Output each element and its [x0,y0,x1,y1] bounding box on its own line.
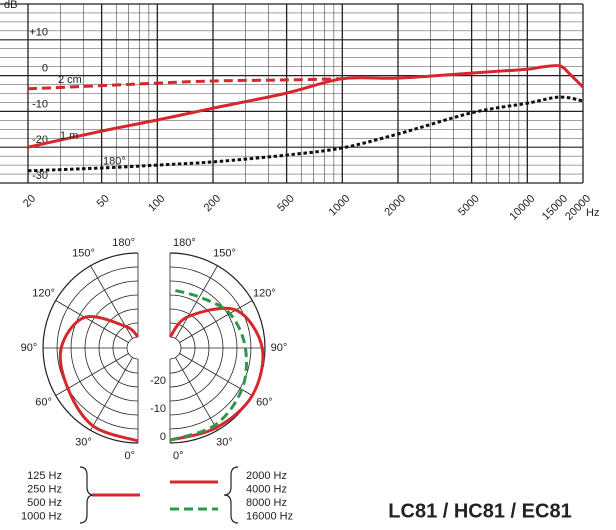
angle-label: 150° [213,248,236,260]
y-tick-label: -30 [32,170,48,182]
legend-label: 2000 Hz [246,470,287,482]
radial-line [179,353,253,396]
y-tick-label: -10 [32,98,48,110]
angle-label: 180° [173,237,196,249]
y-tick-label: 0 [42,63,48,75]
legend-brace [79,466,95,524]
minor-ring [126,336,139,360]
y-tick-label: +10 [29,27,48,39]
x-tick-label: 5000 [456,193,482,219]
radial-line [175,357,218,431]
x-unit-label: Hz [586,207,599,219]
r-tick-label: -10 [150,403,166,415]
polar-curve [168,306,265,442]
x-tick-label: 200 [202,193,223,214]
polar-curve [58,315,140,443]
radial-line [179,300,253,343]
r-tick-label: -20 [150,375,166,387]
angle-label: 60° [35,396,52,408]
angle-label: 30° [216,436,233,448]
legend-label: 250 Hz [27,483,62,495]
x-tick-label: 1000 [327,193,353,219]
polar-curve [169,287,249,442]
x-tick-label: 500 [275,193,296,214]
y-unit-label: dB [4,0,17,11]
angle-label: 90° [271,342,288,354]
angle-label: 30° [75,436,92,448]
angle-label: 120° [32,287,55,299]
r-tick-label: 0 [160,431,166,443]
radial-line [175,265,218,339]
angle-label: 0° [124,450,135,462]
legend-label: 16000 Hz [246,510,293,522]
series-label: 180° [103,156,126,168]
series-label: 1 m [60,130,78,142]
legend-label: 125 Hz [27,470,62,482]
angle-label: 180° [112,237,135,249]
series-label: 2 cm [58,74,82,86]
angle-label: 90° [21,342,38,354]
title: LC81 / HC81 / EC81 [388,500,571,522]
series-line [27,63,585,149]
radial-line [90,357,133,431]
x-tick-label: 50 [95,193,112,210]
x-tick-label: 15000 [540,193,570,223]
series-line [27,77,343,91]
angle-label: 0° [173,450,184,462]
y-tick-label: +20 [29,0,48,3]
legend-brace [223,466,239,524]
angle-label: 60° [256,396,273,408]
x-tick-label: 100 [146,193,167,214]
series-line [27,95,584,173]
legend-label: 500 Hz [27,497,62,509]
legend-label: 1000 Hz [21,510,62,522]
legend-label: 8000 Hz [246,497,287,509]
x-tick-label: 2000 [382,193,408,219]
angle-label: 150° [72,248,95,260]
angle-label: 120° [253,287,276,299]
radial-line [55,300,129,343]
x-tick-label: 10000 [507,193,537,223]
x-tick-label: 20 [21,193,38,210]
minor-ring [169,336,182,360]
legend-label: 4000 Hz [246,483,287,495]
